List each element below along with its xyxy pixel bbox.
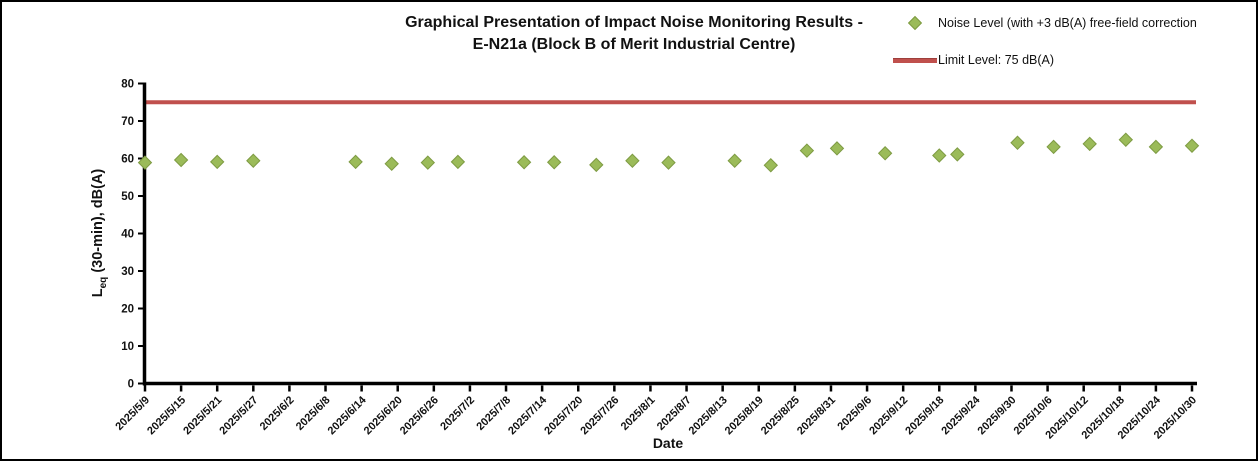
x-tick-label: 2025/5/21 <box>181 394 224 437</box>
y-tick-label: 40 <box>121 229 134 241</box>
data-point <box>420 155 436 170</box>
chart-title: Graphical Presentation of Impact Noise M… <box>314 12 954 56</box>
x-tick-label: 2025/7/26 <box>578 394 621 437</box>
data-point <box>516 155 532 170</box>
x-axis-title: Date <box>652 435 684 451</box>
data-point <box>661 155 676 170</box>
data-point <box>932 148 947 163</box>
x-tick-label: 2025/7/2 <box>438 394 477 433</box>
data-point <box>1082 136 1097 152</box>
data-point <box>137 155 153 170</box>
y-tick-label: 10 <box>121 341 134 353</box>
data-point <box>950 147 965 162</box>
data-point <box>546 155 562 170</box>
y-tick-label: 30 <box>121 266 134 278</box>
y-tick-label: 20 <box>121 304 134 316</box>
legend-item-noise-level: Noise Level (with +3 dB(A) free-field co… <box>892 10 1252 36</box>
data-point <box>1046 139 1061 155</box>
x-tick-label: 2025/6/26 <box>398 394 441 437</box>
data-point <box>829 141 845 156</box>
y-tick-label: 50 <box>121 191 134 203</box>
x-tick-label: 2025/9/12 <box>867 394 910 437</box>
data-point <box>1118 132 1134 147</box>
data-point <box>173 152 189 168</box>
legend-label-limit-level: Limit Level: 75 dB(A) <box>938 53 1055 67</box>
chart-title-line1: Graphical Presentation of Impact Noise M… <box>405 14 863 31</box>
chart-title-line2: E-N21a (Block B of Merit Industrial Cent… <box>472 36 796 53</box>
data-point <box>727 153 742 168</box>
y-tick-label: 70 <box>121 116 134 128</box>
x-tick-label: 2025/8/31 <box>795 394 838 437</box>
x-tick-label: 2025/8/25 <box>759 394 802 437</box>
x-tick-label: 2025/5/15 <box>145 394 188 437</box>
x-tick-label: 2025/7/20 <box>542 394 585 437</box>
x-tick-label: 2025/6/20 <box>362 394 405 437</box>
data-point <box>450 154 466 170</box>
x-tick-label: 2025/8/1 <box>619 394 658 433</box>
limit-line-icon <box>893 57 937 63</box>
x-tick-label: 2025/9/30 <box>976 394 1019 437</box>
x-tick-label: 2025/9/18 <box>903 394 946 437</box>
legend-label-noise-level: Noise Level (with +3 dB(A) free-field co… <box>938 16 1197 30</box>
data-point <box>246 153 261 168</box>
data-point <box>1010 135 1025 150</box>
data-point <box>763 158 779 173</box>
data-point <box>1148 139 1164 155</box>
data-point <box>799 143 815 158</box>
data-point <box>589 157 604 173</box>
data-point <box>348 154 363 170</box>
legend-item-limit-level: Limit Level: 75 dB(A) <box>892 47 1252 73</box>
legend: Noise Level (with +3 dB(A) free-field co… <box>892 10 1252 73</box>
data-point <box>1184 138 1200 153</box>
x-tick-label: 2025/8/13 <box>687 394 730 437</box>
x-tick-label: 2025/5/27 <box>217 394 260 437</box>
data-point <box>877 146 893 161</box>
data-point <box>384 156 399 171</box>
x-tick-label: 2025/6/2 <box>258 394 297 433</box>
y-tick-label: 80 <box>121 79 134 91</box>
x-tick-label: 2025/8/19 <box>723 394 766 437</box>
y-tick-label: 60 <box>121 154 134 166</box>
data-point <box>209 154 225 170</box>
data-point <box>625 153 640 168</box>
y-tick-label: 0 <box>128 379 134 391</box>
